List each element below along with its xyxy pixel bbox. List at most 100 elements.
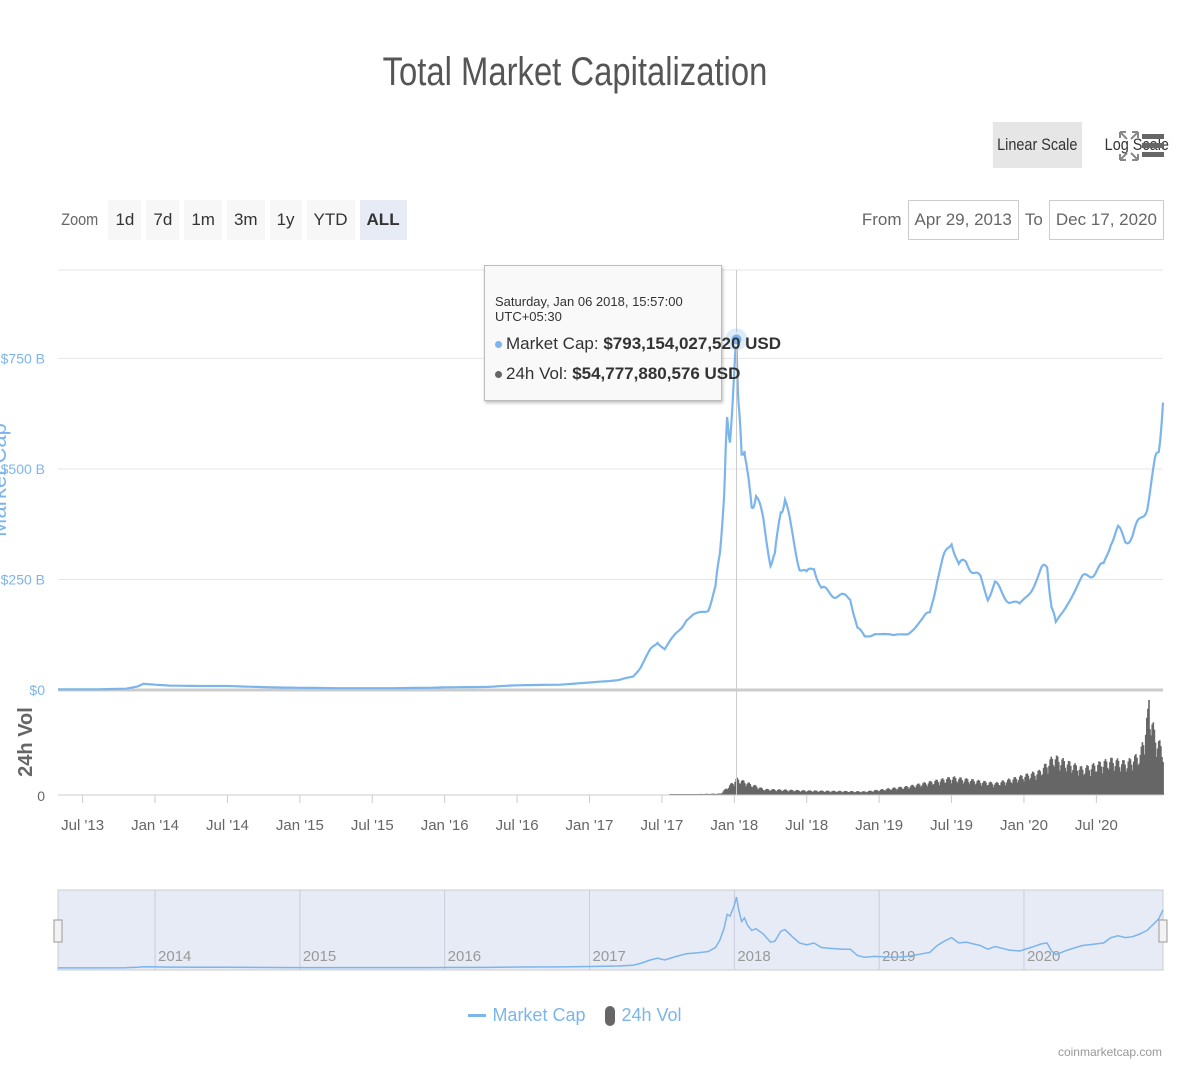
volume-bar xyxy=(1066,764,1069,795)
dot-swatch-icon xyxy=(605,1005,616,1026)
volume-bar xyxy=(978,780,981,795)
linear-scale-button[interactable]: Linear Scale xyxy=(992,122,1082,168)
volume-bar xyxy=(1121,764,1123,795)
volume-bar xyxy=(722,791,724,795)
volume-bar xyxy=(1122,760,1124,795)
volume-bar xyxy=(940,779,943,795)
volume-bar xyxy=(1073,764,1075,795)
volume-bar xyxy=(1112,763,1114,795)
volume-bar xyxy=(902,789,905,795)
volume-bar xyxy=(971,779,973,795)
volume-bar xyxy=(1094,771,1097,795)
volume-bar xyxy=(1135,754,1137,795)
zoom-1d-button[interactable]: 1d xyxy=(108,200,142,240)
volume-bar xyxy=(721,793,723,795)
volume-bar xyxy=(924,782,926,795)
volume-bar xyxy=(790,789,793,795)
volume-bar xyxy=(861,791,863,795)
from-date-input[interactable]: Apr 29, 2013 xyxy=(907,200,1019,240)
legend-item-market-cap[interactable]: Market Cap xyxy=(468,1005,585,1026)
volume-bar xyxy=(764,789,767,795)
zoom-1y-button[interactable]: 1y xyxy=(269,200,302,240)
volume-bar xyxy=(987,785,989,795)
volume-bar xyxy=(1023,781,1025,795)
volume-bar xyxy=(915,785,918,795)
volume-bar xyxy=(1014,777,1017,795)
volume-bar xyxy=(1143,754,1146,795)
zoom-3m-button[interactable]: 3m xyxy=(226,200,265,240)
volume-bar xyxy=(951,779,954,795)
volume-bar xyxy=(988,782,991,795)
volume-bar xyxy=(1037,770,1039,795)
fullscreen-icon[interactable] xyxy=(1118,130,1140,162)
volume-bar xyxy=(975,783,978,795)
to-date-input[interactable]: Dec 17, 2020 xyxy=(1048,200,1164,240)
volume-bar xyxy=(864,791,867,795)
x-tick-label: Jul '19 xyxy=(930,817,973,834)
volume-bar xyxy=(928,781,931,795)
navigator-right-handle[interactable] xyxy=(1158,919,1168,943)
volume-bar xyxy=(791,790,794,795)
volume-bar xyxy=(976,780,979,795)
volume-bar xyxy=(989,781,992,795)
volume-bar xyxy=(762,790,765,795)
volume-bar xyxy=(964,778,967,795)
volume-bar xyxy=(1091,764,1094,795)
volume-bar xyxy=(865,792,868,795)
volume-bar xyxy=(1104,759,1107,795)
volume-bar xyxy=(881,789,883,795)
volume-bar xyxy=(769,790,771,795)
volume-bar xyxy=(1128,758,1131,795)
volume-bar xyxy=(842,791,845,795)
from-label: From xyxy=(861,210,902,229)
volume-bar xyxy=(1106,767,1109,795)
zoom-all-button[interactable]: ALL xyxy=(359,200,407,240)
volume-bar xyxy=(777,789,780,795)
zoom-ytd-button[interactable]: YTD xyxy=(306,200,355,240)
zoom-7d-button[interactable]: 7d xyxy=(146,200,180,240)
menu-icon[interactable] xyxy=(1142,130,1164,162)
credit-link[interactable]: coinmarketcap.com xyxy=(1057,1045,1162,1059)
volume-bar xyxy=(991,784,994,795)
volume-bar xyxy=(1154,742,1157,795)
tooltip-market-cap: Market Cap: $793,154,027,520 USD xyxy=(495,334,781,354)
volume-bar xyxy=(959,777,961,795)
volume-bar xyxy=(831,791,833,795)
navigator-left-handle[interactable] xyxy=(53,919,63,943)
volume-bar xyxy=(1033,772,1035,795)
volume-bar xyxy=(687,794,690,795)
volume-bar xyxy=(1131,770,1134,795)
volume-bar xyxy=(888,788,891,795)
volume-bar xyxy=(727,788,730,795)
volume-bar xyxy=(920,787,922,795)
volume-bar xyxy=(1150,735,1152,795)
volume-bar xyxy=(856,791,858,795)
volume-bar xyxy=(1113,770,1115,795)
volume-bar xyxy=(847,792,849,795)
volume-bar xyxy=(751,787,754,795)
volume-bar xyxy=(816,791,819,795)
x-tick-label: Jul '15 xyxy=(351,817,394,834)
volume-bar xyxy=(676,794,679,795)
volume-bar xyxy=(1005,782,1008,795)
volume-bar xyxy=(898,787,900,795)
volume-bar xyxy=(799,791,802,795)
volume-bar xyxy=(942,779,945,795)
volume-bar xyxy=(889,790,892,795)
volume-bar xyxy=(753,784,756,795)
volume-bar xyxy=(720,793,722,795)
line-swatch-icon xyxy=(468,1014,487,1017)
volume-bar xyxy=(1089,776,1092,795)
legend-item-24h-vol[interactable]: 24h Vol xyxy=(605,1005,682,1026)
volume-bar xyxy=(838,790,841,795)
volume-bar xyxy=(741,779,744,795)
volume-bar xyxy=(1123,760,1125,795)
navigator-window[interactable] xyxy=(57,889,1164,971)
zoom-1m-button[interactable]: 1m xyxy=(184,200,222,240)
volume-bar xyxy=(781,791,783,795)
volume-bar xyxy=(746,784,748,795)
log-scale-button[interactable]: Log Scale xyxy=(1104,135,1169,154)
volume-bar xyxy=(821,790,823,795)
volume-bar xyxy=(1049,759,1051,795)
volume-bar xyxy=(1088,770,1090,795)
